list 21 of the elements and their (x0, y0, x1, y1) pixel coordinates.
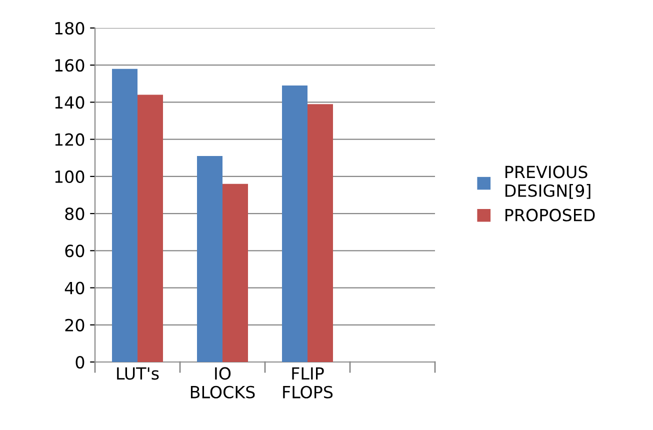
y-tick-label: 120 (55, 133, 84, 146)
y-tick-label: 40 (64, 282, 84, 294)
x-tick-label: LUT's (117, 367, 159, 380)
y-tick-label: 60 (65, 244, 84, 258)
legend-label: PROPOSED (506, 208, 595, 222)
x-tick-label: IO BLOCKS (190, 367, 255, 398)
bar (282, 86, 308, 362)
y-tick-label: 160 (55, 59, 84, 72)
y-tick-label: 140 (55, 96, 84, 109)
bar (138, 94, 163, 362)
legend-label: PREVIOUS DESIGN[9] (506, 166, 590, 199)
y-tick-label: 20 (65, 318, 84, 332)
bar (112, 68, 138, 362)
y-tick-label: 0 (76, 356, 84, 369)
x-tick-label: FLIP FLOPS (283, 367, 333, 398)
bar (308, 104, 333, 362)
y-tick-label: 180 (55, 22, 84, 35)
y-tick-label: 80 (65, 208, 84, 220)
bar (222, 184, 248, 362)
y-tick-label: 100 (55, 170, 84, 184)
bar (197, 156, 222, 362)
